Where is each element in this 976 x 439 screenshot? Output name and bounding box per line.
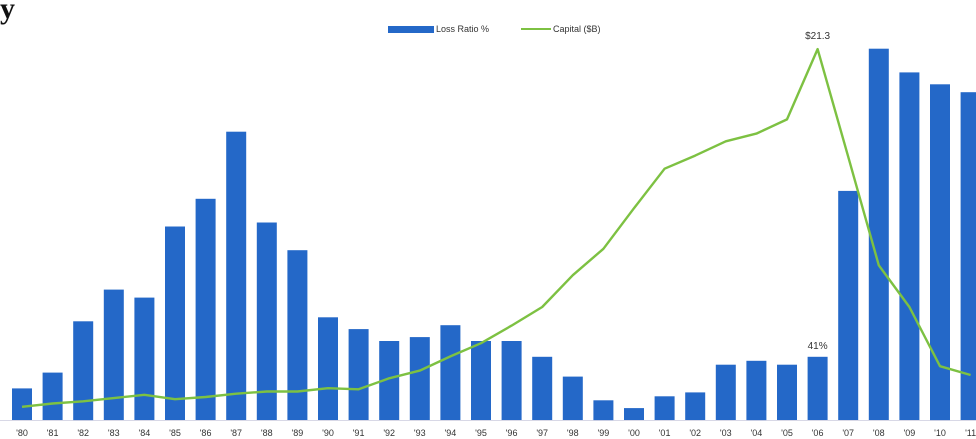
bar-86	[195, 198, 216, 420]
capital-peak-label: $21.3	[805, 31, 830, 42]
x-tick-label: '03	[720, 428, 732, 438]
legend-swatch-bar	[388, 25, 434, 33]
capital-line	[21, 47, 971, 408]
bar-07	[838, 190, 859, 420]
chart-legend: Loss Ratio % Capital ($B)	[388, 24, 601, 34]
x-tick-label: '11	[965, 428, 976, 438]
bar-06	[807, 356, 828, 420]
x-tick-label: '95	[475, 428, 487, 438]
bar-02	[685, 392, 706, 420]
bar-92	[379, 341, 400, 420]
bar-03	[715, 364, 736, 420]
bar-08	[868, 48, 889, 420]
bar-90	[318, 317, 338, 420]
bar-95	[471, 341, 491, 420]
x-tick-label: '94	[445, 428, 457, 438]
x-tick-label: '06	[812, 428, 824, 438]
x-tick-label: '93	[414, 428, 426, 438]
x-tick-label: '98	[567, 428, 579, 438]
x-tick-label: '08	[873, 428, 885, 438]
bar-84	[134, 297, 155, 420]
x-tick-label: '10	[934, 428, 946, 438]
bar-10	[930, 84, 950, 421]
x-tick-label: '05	[781, 428, 793, 438]
bar-94	[440, 325, 461, 420]
legend-label-capital: Capital ($B)	[553, 24, 601, 34]
x-tick-label: '99	[598, 428, 610, 438]
x-tick-label: '92	[383, 428, 395, 438]
bar-96	[501, 341, 522, 420]
bar-04	[746, 360, 767, 421]
legend-item-loss-ratio: Loss Ratio %	[388, 24, 489, 34]
bar-85	[165, 226, 185, 420]
bar-09	[899, 72, 920, 421]
x-tick-label: '89	[292, 428, 304, 438]
bar-82	[73, 321, 94, 421]
bar-81	[42, 372, 63, 420]
bar-91	[348, 329, 369, 420]
x-tick-label: '81	[47, 428, 59, 438]
x-tick-label: '80	[16, 428, 28, 438]
x-tick-label: '00	[628, 428, 640, 438]
bar-80	[12, 388, 32, 420]
bar-11	[960, 92, 976, 420]
x-tick-label: '87	[230, 428, 242, 438]
x-tick-label: '84	[139, 428, 151, 438]
x-tick-label: '96	[506, 428, 518, 438]
x-tick-label: '04	[751, 428, 763, 438]
x-tick-label: '91	[353, 428, 365, 438]
x-tick-label: '02	[689, 428, 701, 438]
bar-98	[562, 376, 583, 420]
x-tick-label: '07	[842, 428, 854, 438]
bar-05	[777, 364, 797, 420]
x-tick-label: '97	[536, 428, 548, 438]
bar-00	[624, 408, 644, 420]
legend-label-loss-ratio: Loss Ratio %	[436, 24, 490, 34]
x-tick-label: '85	[169, 428, 181, 438]
x-tick-label: '09	[904, 428, 916, 438]
legend-swatch-line	[521, 28, 552, 30]
x-tick-label: '82	[77, 428, 89, 438]
x-tick-label: '90	[322, 428, 334, 438]
x-tick-label: '86	[200, 428, 212, 438]
bar-97	[532, 356, 553, 420]
legend-item-capital: Capital ($B)	[521, 24, 601, 34]
x-tick-label: '88	[261, 428, 273, 438]
bar-93	[409, 337, 430, 420]
loss-ratio-label: 41%	[808, 341, 828, 352]
x-tick-label: '01	[659, 428, 671, 438]
bar-99	[593, 400, 614, 421]
x-tick-label: '83	[108, 428, 120, 438]
bar-89	[287, 250, 308, 420]
chart-title-fragment: y	[0, 0, 16, 25]
bar-01	[654, 396, 675, 420]
bar-87	[226, 131, 247, 420]
bar-88	[256, 222, 277, 420]
bar-83	[103, 289, 124, 420]
